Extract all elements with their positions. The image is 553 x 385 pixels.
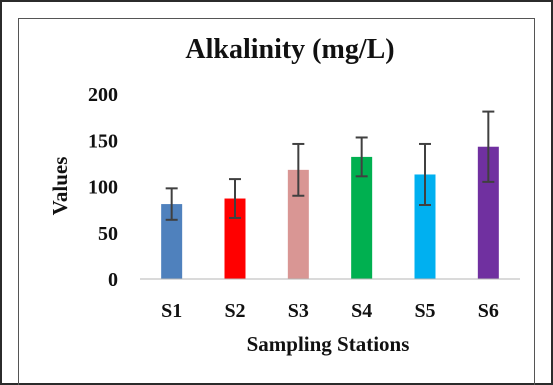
- bar-s5: [414, 174, 436, 279]
- error-bar-s6: [482, 110, 495, 183]
- x-tick-label: S1: [161, 300, 182, 322]
- error-bar-s4: [355, 136, 368, 178]
- bars: [161, 146, 499, 279]
- x-tick-label: S5: [414, 300, 435, 322]
- y-tick-label: 100: [88, 177, 118, 199]
- y-axis-ticks: 0 50 100 150 200: [88, 84, 118, 291]
- bar-s4: [351, 156, 373, 279]
- x-axis-ticks: S1 S2 S3 S4 S5 S6: [161, 300, 499, 322]
- y-tick-label: 50: [98, 223, 118, 245]
- error-bar-s3: [292, 142, 305, 197]
- x-tick-label: S3: [288, 300, 309, 322]
- x-tick-label: S2: [224, 300, 245, 322]
- y-axis-label: Values: [48, 157, 72, 216]
- chart-title: Alkalinity (mg/L): [185, 34, 394, 65]
- bar-s6: [477, 146, 499, 279]
- x-tick-label: S6: [478, 300, 499, 322]
- y-tick-label: 200: [88, 84, 118, 106]
- x-tick-label: S4: [351, 300, 372, 322]
- y-tick-label: 0: [108, 269, 118, 291]
- error-bars: [165, 110, 495, 221]
- bar-s1: [161, 204, 183, 279]
- error-bar-s2: [229, 178, 241, 219]
- chart-inner-border: [18, 18, 535, 385]
- bar-s3: [287, 169, 309, 279]
- x-axis-label: Sampling Stations: [247, 332, 410, 356]
- y-tick-label: 150: [88, 130, 118, 152]
- error-bar-s1: [165, 187, 178, 221]
- error-bar-s5: [419, 142, 431, 206]
